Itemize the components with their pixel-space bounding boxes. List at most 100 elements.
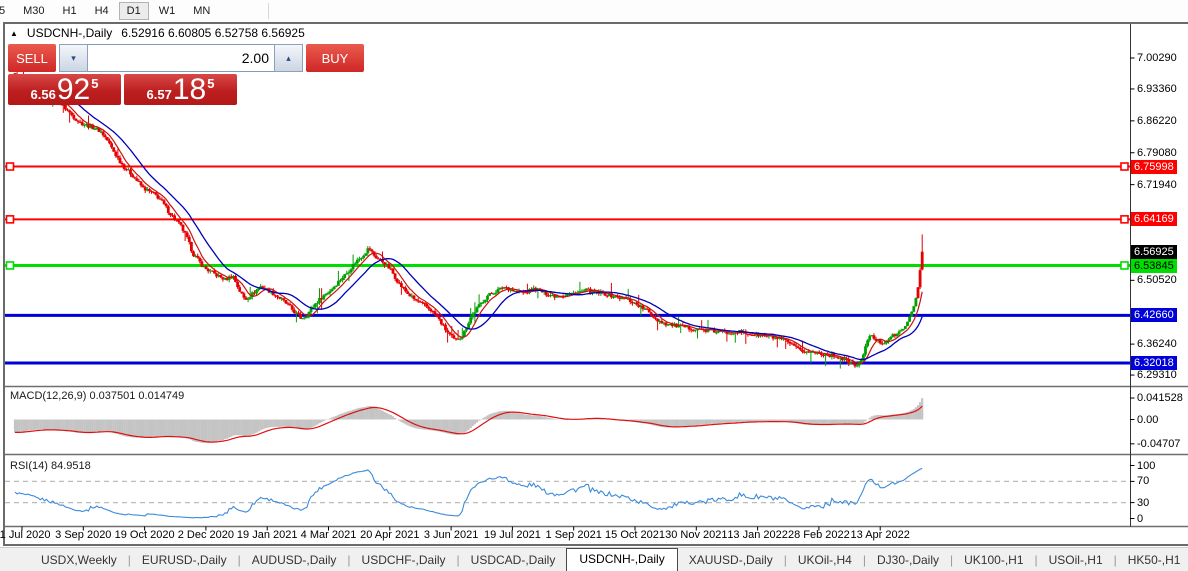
candle-body [158,198,162,200]
candle-body [343,274,347,278]
candle-body [200,261,204,267]
candle-body [452,335,456,339]
macd-indicator-label: MACD(12,26,9) 0.037501 0.014749 [10,390,185,402]
volume-decrease-button[interactable]: ▾ [59,44,88,72]
date-label: 3 Jun 2021 [423,529,479,541]
candle-body [227,276,231,280]
candle-body [771,335,775,339]
candle-body [782,338,785,340]
tab-usdcad-daily[interactable]: USDCAD-,Daily [470,553,556,567]
candle-body [425,303,428,307]
candle-body [122,164,126,170]
candle-body [828,355,832,357]
candle-body [555,296,559,298]
candle-body [278,296,281,299]
candle-body [74,118,78,121]
timeframe-button-h1[interactable]: H1 [62,5,77,17]
price-chart[interactable] [5,24,1188,544]
tab-usdx-weekly[interactable]: USDX,Weekly [41,553,117,567]
price-tick-label: 6.86220 [1137,114,1177,127]
candle-body [521,292,525,294]
sell-price-display[interactable]: 6.56 92 5 [8,74,121,105]
candle-body [124,169,128,171]
candle-body [324,293,328,296]
level-line-handle[interactable] [1120,162,1129,171]
candle-body [687,325,691,330]
candle-body [97,127,101,132]
candle-body [511,289,515,292]
candle-body [397,282,401,284]
date-label: 19 Oct 2020 [114,529,175,541]
candle-body [502,287,506,289]
tab-eurusd-daily[interactable]: EURUSD-,Daily [141,553,227,567]
candle-body [547,295,550,297]
candle-body [916,287,920,299]
candle-body [395,278,399,283]
date-label: 3 Sep 2020 [55,529,112,541]
candle-body [292,309,296,313]
candle-body [391,268,395,274]
candle-body [416,300,420,302]
indicator-line [50,83,923,361]
tab-dj30-daily[interactable]: DJ30-,Daily [876,553,939,567]
buy-button[interactable]: BUY [306,44,364,72]
candle-body [276,295,279,297]
candle-body [381,259,384,263]
candle-body [211,270,214,272]
candle-body [645,308,649,310]
candle-body [603,292,607,296]
candle-body [532,287,536,292]
volume-input[interactable] [88,44,274,72]
tab-hk50-h1[interactable]: HK50-,H1 [1127,553,1181,567]
timeframe-button-w1[interactable]: W1 [158,5,176,17]
candle-body [236,281,239,288]
volume-increase-button[interactable]: ▴ [274,44,303,72]
timeframe-button-d1[interactable]: D1 [118,2,149,20]
sell-button[interactable]: SELL [8,44,56,72]
candle-body [498,287,502,290]
candle-body [156,194,160,199]
date-label: 19 Jul 2021 [483,529,541,541]
date-label: 13 Jan 2022 [727,529,788,541]
candle-body [578,291,582,293]
candle-body [370,249,374,252]
candle-body [660,320,664,324]
candle-body [400,283,403,287]
tab-audusd-daily[interactable]: AUDUSD-,Daily [251,553,337,567]
candle-body [131,174,134,178]
timeframe-button-m30[interactable]: M30 [23,5,45,17]
candle-body [137,180,141,182]
tab-ukoil-h4[interactable]: UKOil-,H4 [797,553,852,567]
tab-usdchf-daily[interactable]: USDCHF-,Daily [361,553,446,567]
timeframe-button-mn[interactable]: MN [193,5,211,17]
level-line-handle[interactable] [5,162,15,171]
candle-body [561,296,565,298]
rsi-axis-label: 70 [1137,475,1150,488]
candle-body [872,335,876,339]
candle-body [437,316,441,320]
macd-axis-label: -0.04707 [1137,437,1181,450]
candle-body [316,303,319,305]
tab-xauusd-daily[interactable]: XAUUSD-,Daily [688,553,773,567]
level-line-handle[interactable] [1120,261,1129,270]
rsi-indicator-label: RSI(14) 84.9518 [10,460,91,472]
candle-body [633,302,636,304]
chart-tab-bar: USDX,Weekly | EURUSD-,Daily | AUDUSD-,Daily |… [0,547,1188,571]
timeframe-button-h4[interactable]: H4 [94,5,109,17]
tab-uk100-h1[interactable]: UK100-,H1 [964,553,1024,567]
candle-body [204,266,208,270]
candle-body [303,317,307,319]
candle-body [93,128,97,130]
chart-header: ▲ USDCNH-,Daily 6.52916 6.60805 6.52758 … [10,26,305,40]
level-line-handle[interactable] [5,261,15,270]
collapse-panel-icon[interactable]: ▲ [10,29,18,38]
timeframe-button-5[interactable]: 5 [0,5,6,17]
tab-usdcnh-daily[interactable]: USDCNH-,Daily [566,548,678,571]
level-line-handle[interactable] [5,215,15,224]
candle-body [649,312,653,316]
price-tick-label: 6.79080 [1137,146,1177,159]
buy-price-display[interactable]: 6.57 18 5 [124,74,237,105]
level-line-handle[interactable] [1120,215,1129,224]
tab-usoil-h1[interactable]: USOil-,H1 [1048,553,1103,567]
candle-body [301,318,305,320]
